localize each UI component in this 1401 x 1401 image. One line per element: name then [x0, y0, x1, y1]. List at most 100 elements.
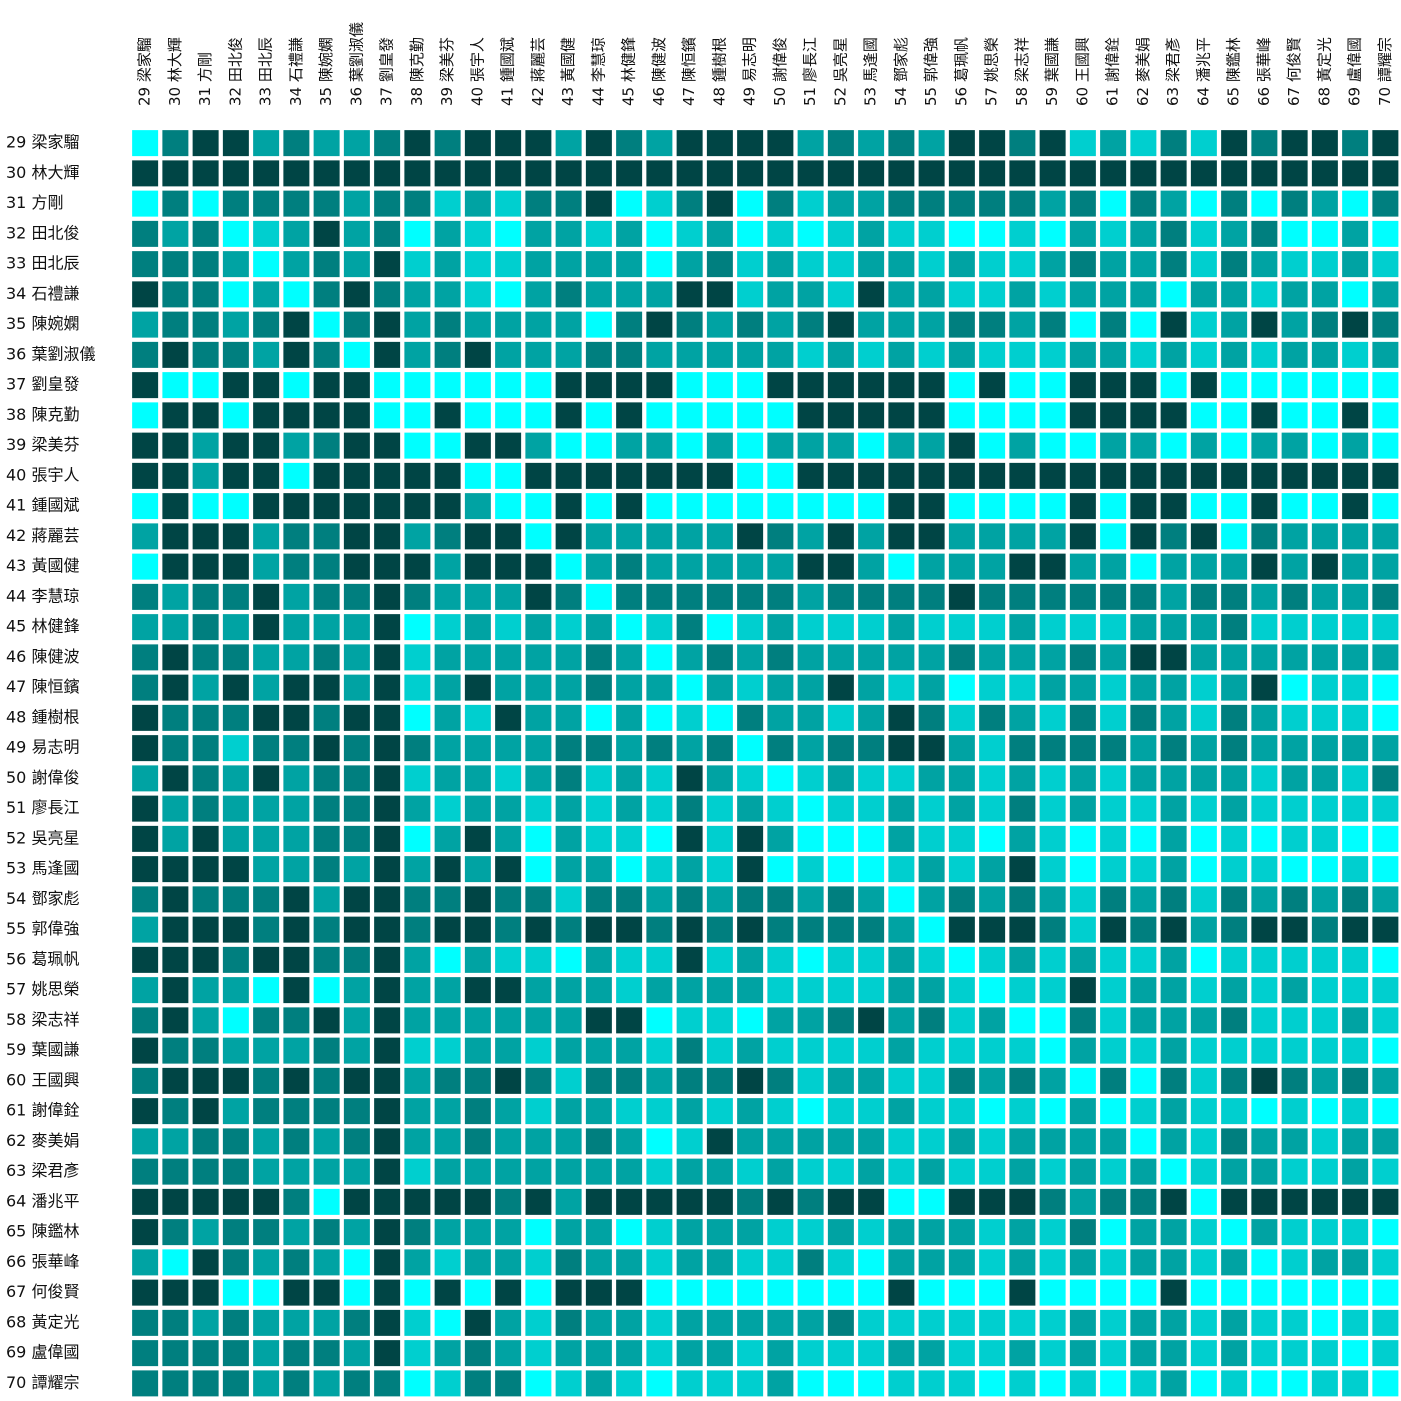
- heatmap-cell: [1342, 765, 1369, 792]
- row-label: 65 陳鑑林: [6, 1222, 79, 1241]
- heatmap-cell: [1342, 190, 1369, 217]
- heatmap-cell: [676, 1279, 703, 1306]
- heatmap-cell: [979, 1007, 1006, 1034]
- heatmap-cell: [404, 1188, 431, 1215]
- heatmap-cell: [1160, 1188, 1187, 1215]
- heatmap-cell: [1221, 432, 1248, 459]
- heatmap-cell: [495, 1098, 522, 1125]
- heatmap-cell: [1069, 735, 1096, 762]
- heatmap-cell: [1311, 402, 1338, 429]
- heatmap-cell: [918, 735, 945, 762]
- row-label: 33 田北辰: [6, 254, 79, 273]
- heatmap-cell: [1342, 795, 1369, 822]
- heatmap-cell: [1009, 493, 1036, 520]
- heatmap-cell: [313, 946, 340, 973]
- heatmap-cell: [1190, 1067, 1217, 1094]
- heatmap-cell: [1069, 1007, 1096, 1034]
- heatmap-cell: [253, 1188, 280, 1215]
- heatmap-cell: [1372, 1037, 1399, 1064]
- heatmap-cell: [646, 311, 673, 338]
- heatmap-cell: [1251, 190, 1278, 217]
- heatmap-cell: [555, 1340, 582, 1367]
- heatmap-cell: [253, 916, 280, 943]
- heatmap-cell: [1130, 1340, 1157, 1367]
- heatmap-cell: [706, 1098, 733, 1125]
- heatmap-cell: [1009, 160, 1036, 187]
- heatmap-cell: [222, 825, 249, 852]
- heatmap-cell: [767, 462, 794, 489]
- heatmap-cell: [646, 402, 673, 429]
- heatmap-cell: [434, 251, 461, 278]
- heatmap-cell: [979, 1188, 1006, 1215]
- heatmap-cell: [374, 674, 401, 701]
- heatmap-cell: [827, 553, 854, 580]
- heatmap-cell: [132, 1249, 159, 1276]
- column-label: 70 譚耀宗: [1376, 37, 1394, 106]
- heatmap-cell: [253, 553, 280, 580]
- column-label: 69 盧偉國: [1346, 37, 1364, 106]
- heatmap-cell: [1190, 220, 1217, 247]
- heatmap-cell: [585, 523, 612, 550]
- heatmap-cell: [646, 1128, 673, 1155]
- heatmap-cell: [283, 372, 310, 399]
- heatmap-cell: [1039, 1219, 1066, 1246]
- heatmap-cell: [132, 281, 159, 308]
- heatmap-cell: [1221, 674, 1248, 701]
- heatmap-cell: [1190, 1219, 1217, 1246]
- heatmap-cell: [434, 1340, 461, 1367]
- heatmap-cell: [555, 432, 582, 459]
- heatmap-cell: [706, 190, 733, 217]
- heatmap-cell: [132, 523, 159, 550]
- heatmap-cell: [737, 190, 764, 217]
- heatmap-cell: [1039, 251, 1066, 278]
- heatmap-cell: [676, 856, 703, 883]
- heatmap-cell: [1039, 402, 1066, 429]
- heatmap-cell: [1281, 1219, 1308, 1246]
- heatmap-cell: [1009, 886, 1036, 913]
- heatmap-cell: [1130, 402, 1157, 429]
- row-label: 40 張宇人: [6, 465, 79, 484]
- heatmap-cell: [555, 281, 582, 308]
- heatmap-cell: [827, 462, 854, 489]
- heatmap-cell: [343, 674, 370, 701]
- heatmap-cell: [1311, 1128, 1338, 1155]
- heatmap-cell: [797, 1219, 824, 1246]
- column-label: 62 麥美娟: [1134, 37, 1152, 106]
- heatmap-cell: [192, 765, 219, 792]
- column-label: 68 黃定光: [1315, 37, 1333, 106]
- heatmap-cell: [313, 462, 340, 489]
- heatmap-cell: [343, 1007, 370, 1034]
- heatmap-cell: [918, 1249, 945, 1276]
- heatmap-cell: [283, 432, 310, 459]
- heatmap-cell: [192, 251, 219, 278]
- heatmap-cell: [1372, 1158, 1399, 1185]
- heatmap-cell: [525, 644, 552, 671]
- heatmap-cell: [585, 160, 612, 187]
- heatmap-cell: [858, 765, 885, 792]
- heatmap-cell: [948, 825, 975, 852]
- heatmap-cell: [1130, 735, 1157, 762]
- heatmap-cell: [858, 644, 885, 671]
- heatmap-cell: [979, 1249, 1006, 1276]
- heatmap-cell: [313, 1188, 340, 1215]
- heatmap-cell: [737, 311, 764, 338]
- heatmap-cell: [555, 1370, 582, 1397]
- heatmap-cell: [797, 341, 824, 368]
- heatmap-cell: [767, 1098, 794, 1125]
- heatmap-cell: [132, 583, 159, 610]
- heatmap-cell: [1281, 1340, 1308, 1367]
- heatmap-cell: [888, 493, 915, 520]
- heatmap-cell: [797, 1340, 824, 1367]
- heatmap-cell: [827, 886, 854, 913]
- heatmap-cell: [1221, 251, 1248, 278]
- heatmap-cell: [1100, 160, 1127, 187]
- heatmap-cell: [1069, 523, 1096, 550]
- heatmap-cell: [1311, 523, 1338, 550]
- heatmap-cell: [253, 977, 280, 1004]
- column-label: 61 謝偉銓: [1104, 37, 1122, 106]
- heatmap-cell: [1190, 1279, 1217, 1306]
- heatmap-cell: [1281, 825, 1308, 852]
- heatmap-cell: [495, 1158, 522, 1185]
- heatmap-cell: [434, 644, 461, 671]
- heatmap-cell: [1130, 916, 1157, 943]
